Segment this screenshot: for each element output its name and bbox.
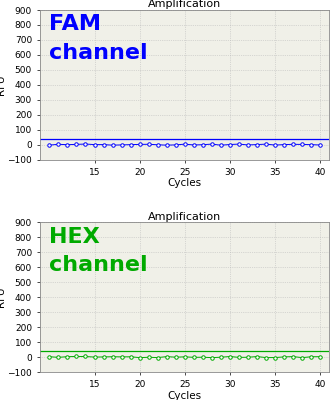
X-axis label: Cycles: Cycles	[168, 178, 202, 188]
Y-axis label: RFU: RFU	[0, 287, 6, 308]
Title: Amplification: Amplification	[148, 212, 221, 222]
Text: channel: channel	[49, 43, 148, 63]
Text: FAM: FAM	[49, 14, 101, 34]
Title: Amplification: Amplification	[148, 0, 221, 9]
Text: HEX: HEX	[49, 227, 100, 247]
Text: channel: channel	[49, 255, 148, 275]
Y-axis label: RFU: RFU	[0, 74, 6, 95]
X-axis label: Cycles: Cycles	[168, 391, 202, 400]
